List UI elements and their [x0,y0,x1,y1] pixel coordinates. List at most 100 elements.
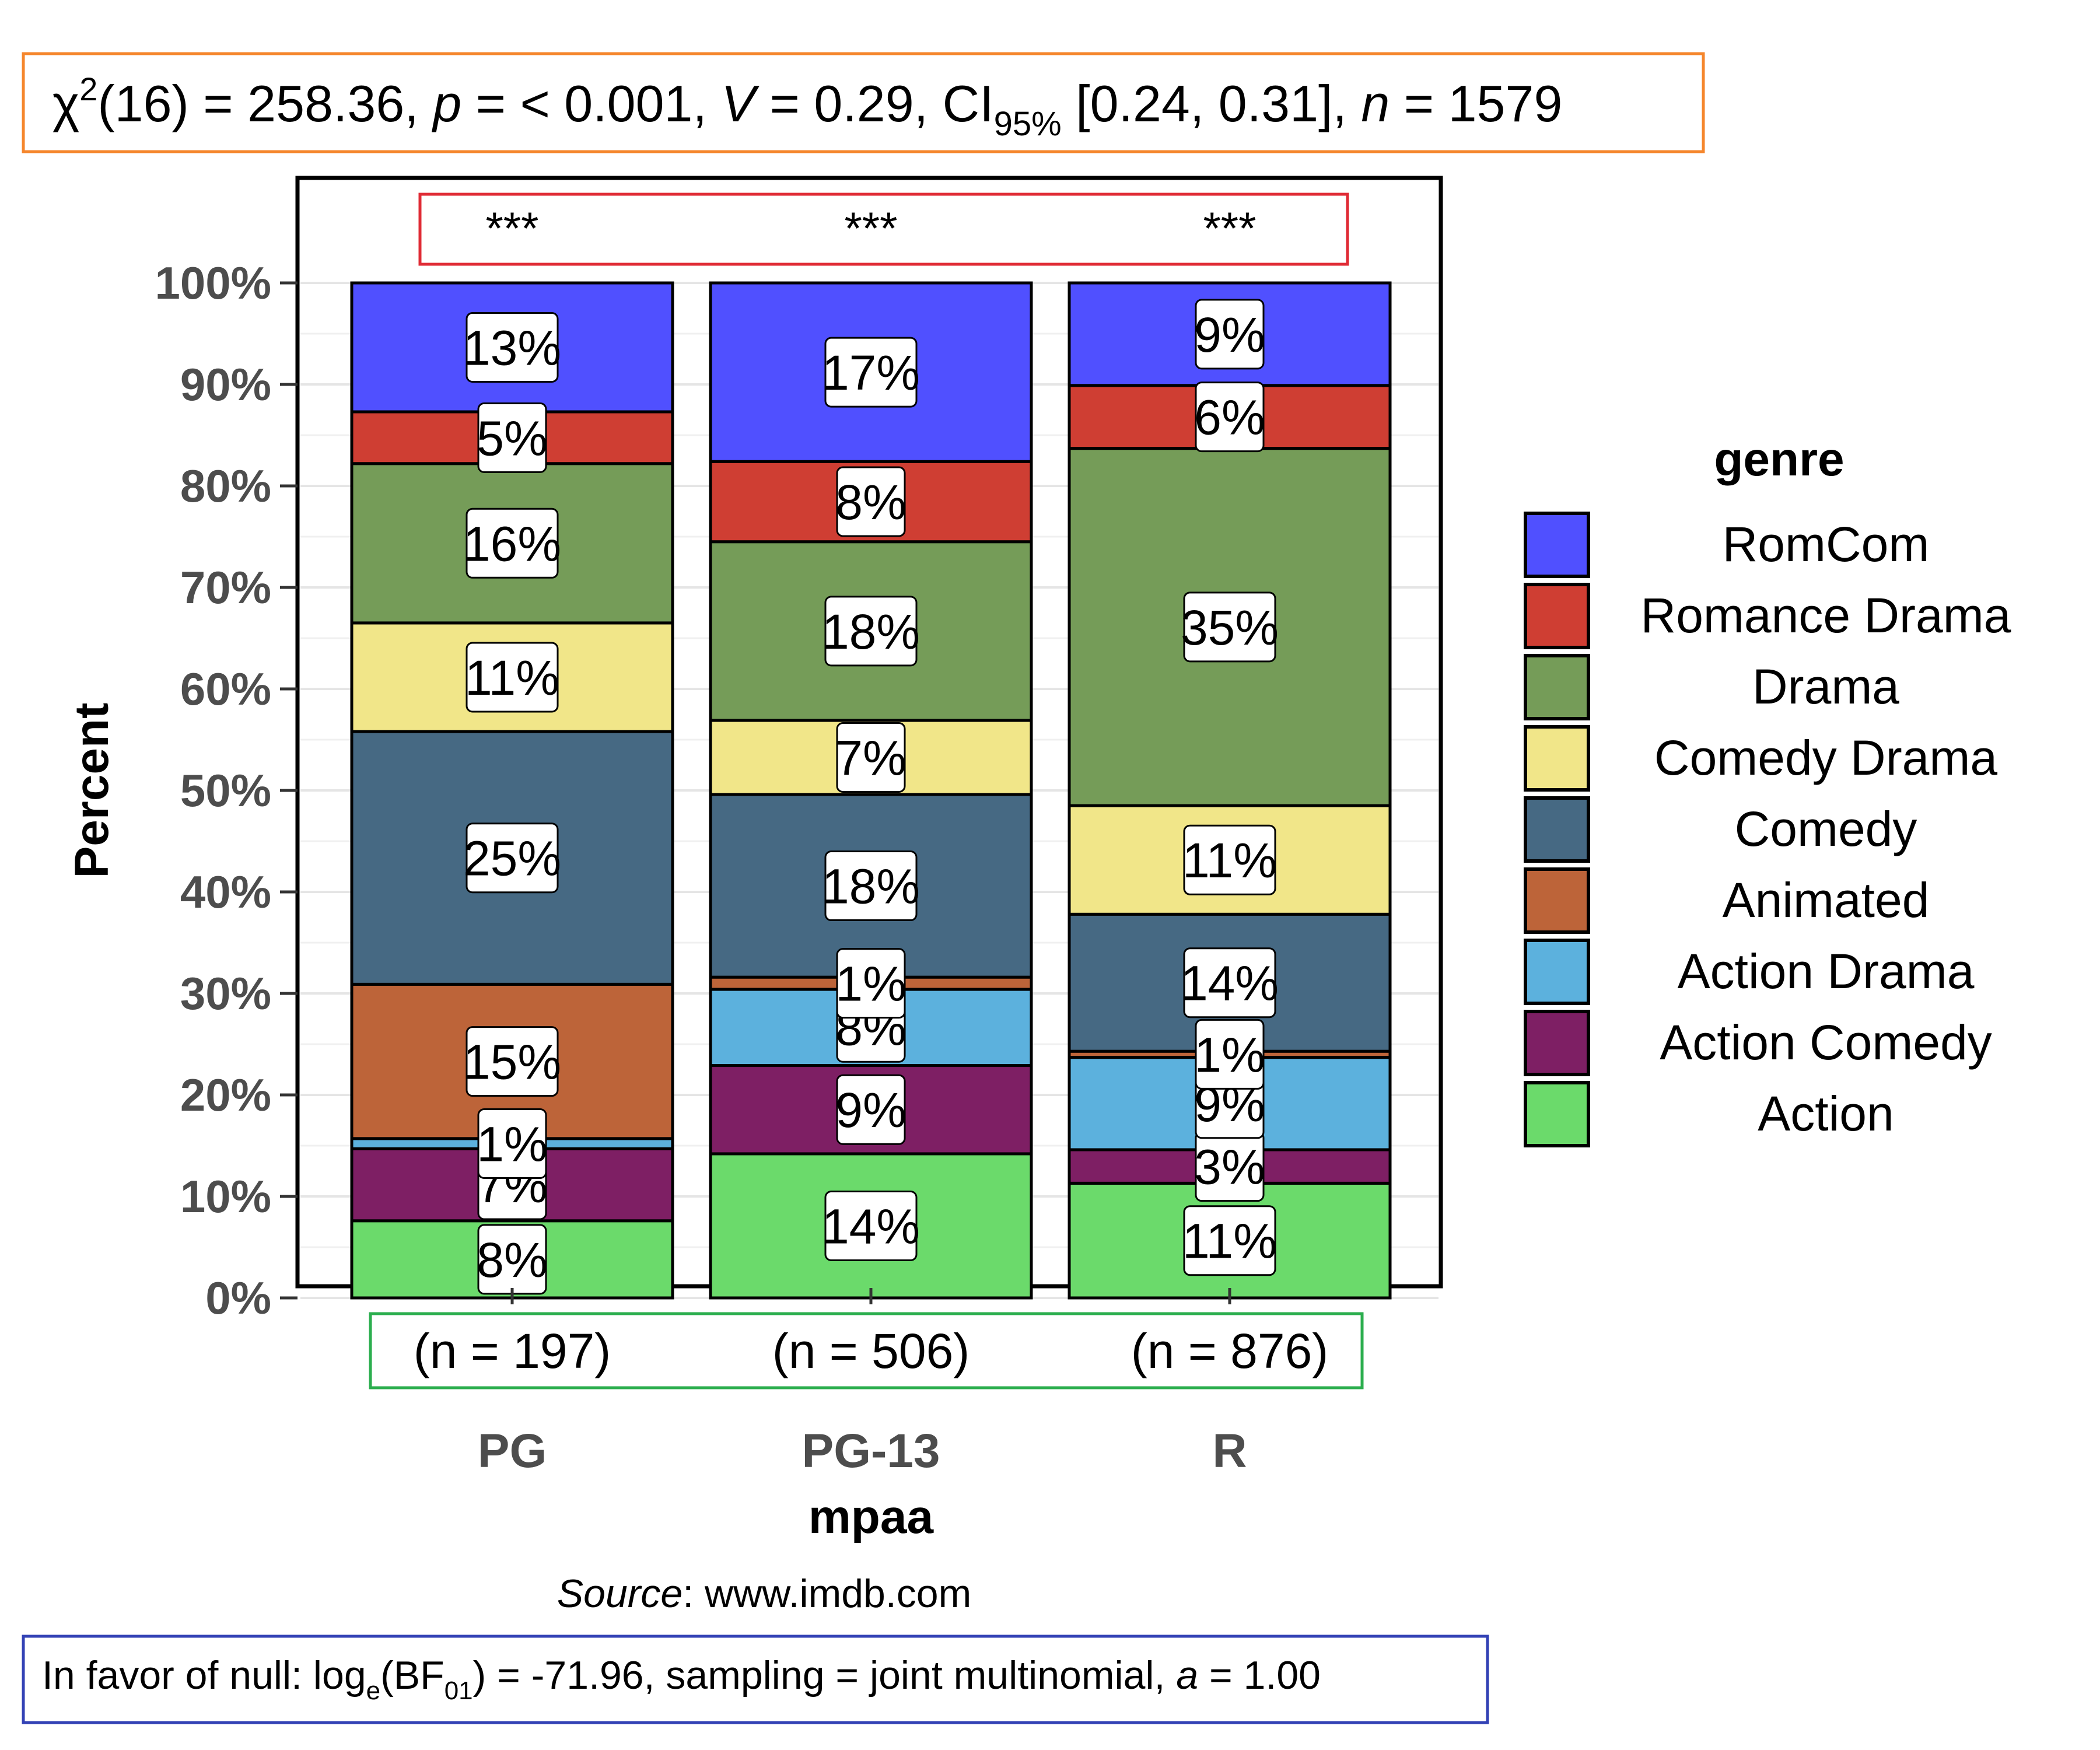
y-tick-label: 0% [205,1272,271,1324]
segment-label-box [466,1026,559,1097]
segment-label-box [824,596,918,667]
segment-label-box [836,722,906,793]
segment-label: 25% [463,831,561,886]
segment-label: 15% [463,1035,561,1090]
count-labels: (n = 197) (n = 506) (n = 876) [414,1324,1329,1378]
segment-label-box [1195,1019,1265,1090]
segment-label-box [466,642,559,713]
x-axis-title: mpaa [808,1490,935,1544]
segment-label: 7% [835,730,906,785]
segment-label-box [824,337,918,408]
legend-key [1524,796,1590,863]
segment-label: 16% [463,516,561,571]
segment-label-box [1183,947,1276,1019]
segment-label-box [477,1108,547,1180]
x-axis: PG PG-13 R [478,1288,1247,1478]
segment-label: 35% [1181,600,1279,655]
segment-label: 14% [822,1199,920,1254]
source-caption: Source: www.imdb.com [557,1572,971,1616]
segment-label-box [824,850,918,922]
segment-label: 18% [822,859,920,914]
x-tick-label: PG [478,1424,547,1478]
count-label: (n = 506) [772,1324,970,1378]
x-tick-label: R [1212,1424,1247,1478]
segment-label: 9% [835,1083,906,1138]
segment-label: 1% [477,1117,547,1172]
legend-label: Comedy [1735,802,1917,856]
x-tick-label: PG-13 [802,1424,940,1478]
segment-label-box [1183,592,1276,663]
segment-label-box [836,948,906,1019]
segment-label-box [1183,1205,1276,1276]
count-label: (n = 876) [1131,1324,1329,1378]
y-axis-title: Percent [65,703,118,878]
y-tick-label: 70% [180,562,271,613]
segment-label: 8% [477,1233,547,1287]
legend-key [1524,939,1590,1005]
count-label: (n = 197) [414,1324,611,1378]
legend-key [1524,512,1590,578]
legend-key [1524,1010,1590,1076]
segment-label-box [1195,382,1265,453]
segment-label: 11% [1182,833,1277,888]
segment-label: 17% [822,345,920,400]
y-tick-label: 40% [180,866,271,918]
legend-key [1524,654,1590,720]
legend-label: Drama [1752,659,1899,714]
significance-label: *** [844,202,897,254]
segment-labels: 8%7%1%15%25%11%16%5%13%14%9%8%1%18%7%18%… [463,299,1279,1295]
legend-label: Action Drama [1678,944,1975,999]
segment-label-box [1183,824,1276,895]
segment-label: 5% [477,411,547,466]
segment-label: 9% [1194,307,1265,362]
legend-label: Comedy Drama [1654,730,1997,785]
y-tick-label: 60% [180,663,271,715]
segment-label-box [836,466,906,537]
y-tick-label: 10% [180,1171,271,1222]
significance-label: *** [485,202,538,254]
segment-label: 8% [835,475,906,530]
legend-label: Romance Drama [1641,588,2011,643]
segment-label-box [836,1074,906,1145]
segment-label: 11% [465,650,559,705]
legend: RomCom Romance Drama Drama Comedy Drama Come… [1524,512,2011,1147]
segment-label-box [1195,299,1265,370]
segment-label: 3% [1194,1140,1265,1195]
segment-label: 18% [822,604,920,659]
y-tick-label: 30% [180,968,271,1019]
significance-label: *** [1203,202,1256,254]
subtitle-box [22,52,1705,153]
segment-label: 6% [1194,390,1265,445]
segment-label: 11% [1182,1214,1277,1269]
segment-label: 1% [835,957,906,1012]
subtitle-text: χ2(16) = 258.36, p = < 0.001, V = 0.29, … [52,71,1562,143]
bayes-factor-text: In favor of null: loge(BF01) = -71.96, s… [42,1653,1321,1705]
segment-label: 13% [463,320,561,375]
y-axis: 0% 10% 20% 30% 40% 50% 60% 70% 80% 90% 100% [155,257,298,1324]
y-tick-label: 90% [180,359,271,410]
legend-key [1524,867,1590,934]
legend-title: genre [1714,433,1844,486]
segment-label: 1% [1194,1027,1265,1082]
segment-label-box [466,822,559,894]
legend-label: Animated [1723,873,1930,928]
significance-box [418,192,1349,266]
counts-box [369,1312,1364,1390]
segment-label-box [477,402,547,473]
segment-label-box [466,508,559,579]
legend-key [1524,583,1590,649]
y-tick-label: 20% [180,1069,271,1121]
segment-label: 14% [1181,956,1279,1011]
y-tick-label: 50% [180,765,271,816]
legend-key [1524,1081,1590,1147]
y-tick-label: 100% [155,257,272,309]
segment-label-box [824,1190,918,1261]
legend-label: Action [1758,1086,1894,1141]
legend-key [1524,725,1590,792]
significance-labels: *** *** *** [485,202,1256,254]
legend-label: RomCom [1723,517,1930,572]
y-tick-label: 80% [180,460,271,512]
segment-label-box [466,312,559,383]
legend-label: Action Comedy [1660,1015,1992,1070]
